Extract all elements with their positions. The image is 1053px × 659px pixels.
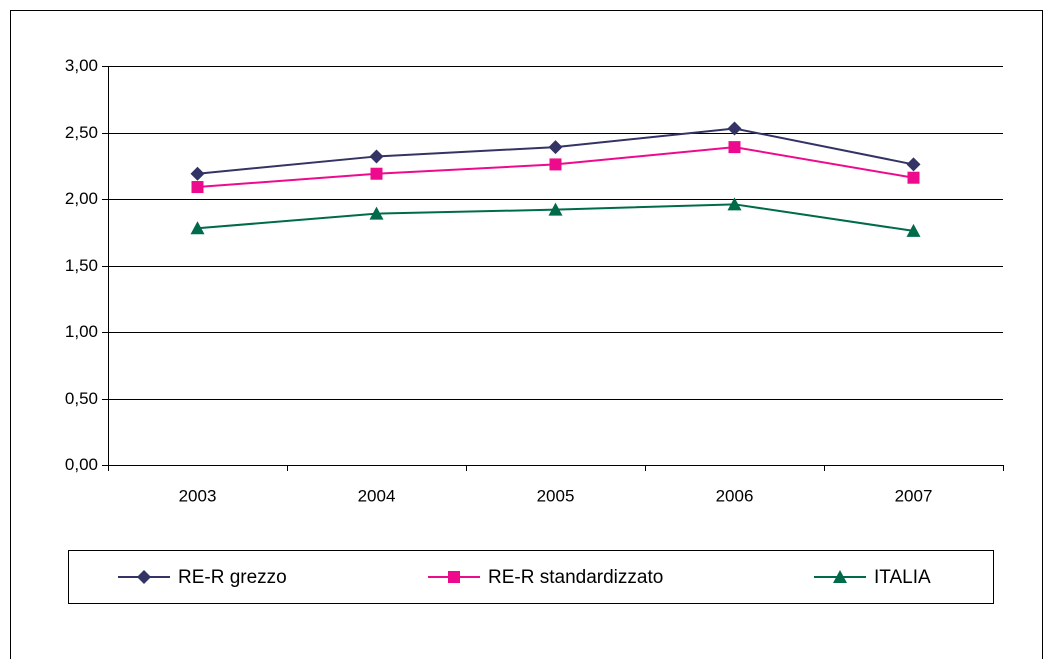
legend-label: RE-R standardizzato <box>488 567 663 588</box>
point-marker <box>190 221 205 235</box>
x-tick-label: 2007 <box>895 486 933 505</box>
legend-label: RE-R grezzo <box>178 567 287 588</box>
point-marker <box>370 167 383 180</box>
point-marker <box>369 206 384 220</box>
legend-marker <box>448 571 460 583</box>
x-tick-label: 2004 <box>358 486 396 505</box>
y-tick-label: 2,00 <box>65 189 98 208</box>
legend-marker <box>137 570 151 584</box>
legend-label: ITALIA <box>874 567 931 588</box>
y-tick-label: 2,50 <box>65 123 98 142</box>
point-marker <box>906 157 921 172</box>
x-tick-label: 2006 <box>716 486 754 505</box>
point-marker <box>548 140 563 155</box>
y-tick-label: 1,50 <box>65 256 98 275</box>
x-tick-label: 2005 <box>537 486 575 505</box>
point-marker <box>906 223 921 237</box>
y-tick-label: 1,00 <box>65 322 98 341</box>
y-tick-label: 3,00 <box>65 56 98 75</box>
point-marker <box>728 141 741 154</box>
point-marker <box>727 197 742 211</box>
point-marker <box>727 121 742 136</box>
point-marker <box>369 149 384 164</box>
point-marker <box>907 171 920 184</box>
legend-marker <box>833 570 847 583</box>
legend-box <box>68 550 994 604</box>
point-marker <box>191 181 204 194</box>
point-marker <box>549 158 562 171</box>
chart-frame <box>10 10 1043 659</box>
point-marker <box>190 166 205 181</box>
point-marker <box>548 202 563 216</box>
x-tick-label: 2003 <box>179 486 217 505</box>
y-tick-label: 0,50 <box>65 389 98 408</box>
y-tick-label: 0,00 <box>65 455 98 474</box>
